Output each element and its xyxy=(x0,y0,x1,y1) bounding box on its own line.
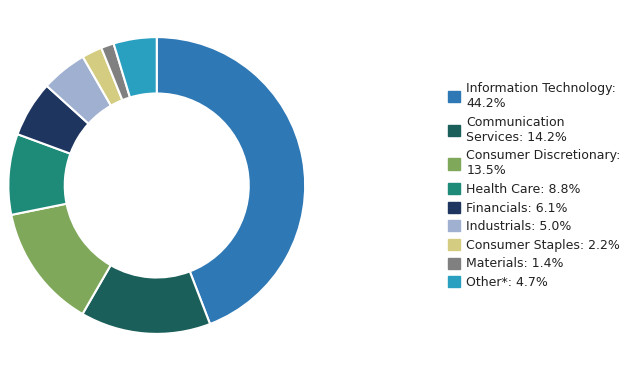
Wedge shape xyxy=(113,37,157,98)
Wedge shape xyxy=(83,265,210,334)
Wedge shape xyxy=(8,134,70,215)
Wedge shape xyxy=(47,57,111,124)
Wedge shape xyxy=(11,204,111,314)
Wedge shape xyxy=(102,43,130,100)
Wedge shape xyxy=(18,86,88,154)
Wedge shape xyxy=(157,37,305,324)
Legend: Information Technology:
44.2%, Communication
Services: 14.2%, Consumer Discretio: Information Technology: 44.2%, Communica… xyxy=(448,82,621,289)
Wedge shape xyxy=(83,48,122,106)
